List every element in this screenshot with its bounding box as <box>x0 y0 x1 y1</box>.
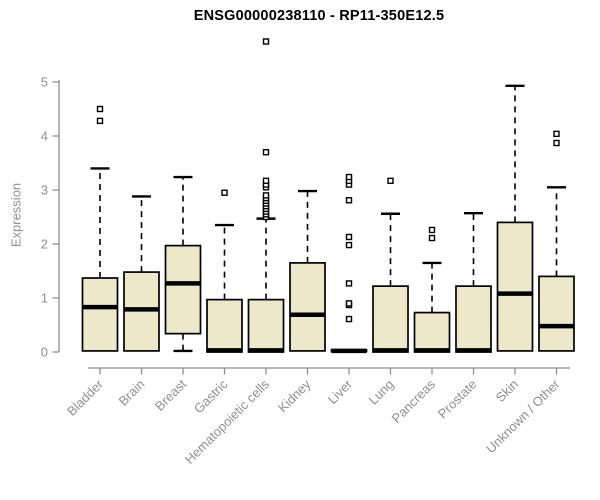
y-tick-label-2: 2 <box>41 237 48 252</box>
outlier-liver-4 <box>345 241 353 249</box>
y-axis-title: Expression <box>8 182 24 248</box>
outlier-bladder-0 <box>96 117 104 125</box>
outlier-liver-0 <box>345 315 353 323</box>
box-bladder <box>81 277 119 352</box>
box-pancreas <box>413 311 451 353</box>
x-tick-label-liver: Liver <box>325 376 356 407</box>
y-tick-label-1: 1 <box>41 291 48 306</box>
outlier-pancreas-1 <box>428 226 436 234</box>
x-tick-label-gastric: Gastric <box>191 376 231 416</box>
x-tick-label-unknown-other: Unknown / Other <box>483 376 563 456</box>
y-tick-label-3: 3 <box>41 183 48 198</box>
x-tick-label-skin: Skin <box>493 377 521 405</box>
x-tick-label-breast: Breast <box>152 376 189 413</box>
box-prostate <box>455 285 492 353</box>
outlier-liver-5 <box>345 233 353 241</box>
outlier-hematopoietic-cells-11 <box>262 177 270 185</box>
x-tick-label-kidney: Kidney <box>275 376 314 415</box>
outlier-unknown-other-1 <box>553 130 560 138</box>
box-kidney <box>289 262 326 352</box>
outlier-bladder-1 <box>96 105 104 113</box>
box-unknown-other <box>538 275 575 352</box>
box-skin <box>496 221 534 352</box>
box-breast <box>164 244 202 335</box>
box-lung <box>372 285 409 353</box>
chart-title: ENSG00000238110 - RP11-350E12.5 <box>193 8 445 24</box>
x-tick-label-brain: Brain <box>116 377 148 409</box>
outlier-pancreas-0 <box>428 234 436 242</box>
outlier-liver-6 <box>345 197 353 204</box>
outlier-unknown-other-0 <box>553 139 560 147</box>
x-tick-label-bladder: Bladder <box>64 376 107 419</box>
outlier-liver-3 <box>345 280 353 287</box>
x-tick-label-prostate: Prostate <box>435 377 480 422</box>
x-tick-label-lung: Lung <box>366 377 397 408</box>
outlier-hematopoietic-cells-8 <box>262 192 270 199</box>
y-tick-label-5: 5 <box>41 75 48 90</box>
x-tick-label-pancreas: Pancreas <box>389 376 439 426</box>
y-tick-label-4: 4 <box>41 129 48 144</box>
outlier-liver-2 <box>345 300 353 307</box>
outlier-hematopoietic-cells-13 <box>262 38 270 45</box>
outlier-liver-9 <box>345 173 353 181</box>
y-tick-label-0: 0 <box>41 345 48 360</box>
box-gastric <box>206 298 243 353</box>
outlier-gastric-0 <box>221 189 228 196</box>
outlier-lung-0 <box>387 177 394 185</box>
box-hematopoietic-cells <box>247 298 285 353</box>
outlier-hematopoietic-cells-12 <box>262 148 270 156</box>
